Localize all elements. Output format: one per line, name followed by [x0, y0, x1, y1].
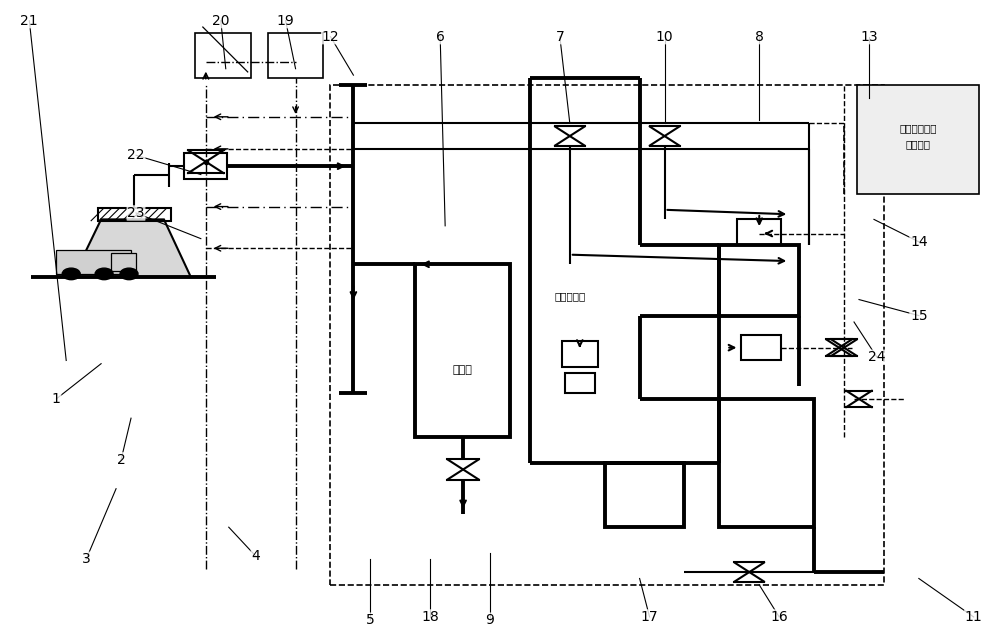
Bar — [562, 341, 598, 367]
Text: 23: 23 — [127, 206, 145, 220]
Text: 14: 14 — [910, 235, 928, 249]
Text: 13: 13 — [860, 30, 878, 44]
Bar — [184, 153, 227, 179]
Text: 2: 2 — [117, 453, 125, 467]
Bar — [415, 264, 510, 437]
Bar — [719, 399, 814, 527]
Text: 18: 18 — [421, 610, 439, 624]
Text: 15: 15 — [910, 308, 928, 323]
Text: 10: 10 — [656, 30, 673, 44]
Text: 5: 5 — [366, 613, 375, 627]
Text: 19: 19 — [277, 14, 294, 28]
Text: 21: 21 — [20, 14, 38, 28]
Text: 11: 11 — [965, 610, 983, 624]
Bar — [741, 335, 781, 361]
Polygon shape — [73, 220, 191, 277]
Text: 9: 9 — [486, 613, 494, 627]
Text: 17: 17 — [641, 610, 658, 624]
Text: 24: 24 — [868, 350, 886, 365]
Bar — [56, 249, 131, 274]
Bar — [330, 85, 884, 585]
Bar — [195, 33, 251, 79]
Text: 16: 16 — [770, 610, 788, 624]
Text: 3: 3 — [82, 553, 91, 566]
Bar — [719, 245, 799, 316]
Text: 8: 8 — [755, 30, 764, 44]
Circle shape — [120, 268, 138, 279]
Circle shape — [95, 268, 113, 279]
Text: 12: 12 — [322, 30, 339, 44]
Bar — [605, 463, 684, 527]
Text: 4: 4 — [251, 549, 260, 563]
Text: 20: 20 — [212, 14, 230, 28]
Bar — [737, 220, 781, 245]
Bar — [565, 374, 595, 393]
Text: 7: 7 — [555, 30, 564, 44]
Bar — [98, 208, 171, 221]
Text: 22: 22 — [127, 148, 145, 162]
Bar — [111, 253, 136, 271]
Text: 垃圾焦烧炉: 垃圾焦烧炉 — [554, 291, 585, 301]
Text: 6: 6 — [436, 30, 445, 44]
Text: 干燥机: 干燥机 — [453, 365, 473, 375]
Bar — [857, 85, 979, 194]
Text: 1: 1 — [52, 392, 61, 406]
Text: 厂内压缩空气
系统母管: 厂内压缩空气 系统母管 — [899, 123, 937, 149]
Bar — [268, 33, 323, 79]
Circle shape — [62, 268, 80, 279]
